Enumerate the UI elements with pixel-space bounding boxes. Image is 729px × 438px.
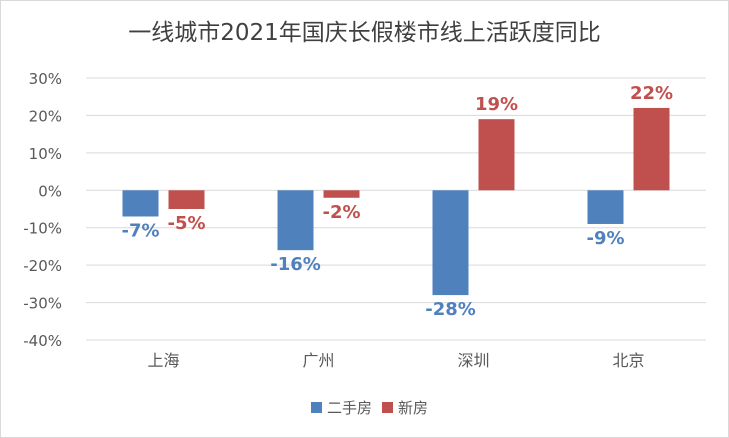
data-label: 19% <box>475 94 518 115</box>
y-tick-label: 30% <box>29 70 62 88</box>
y-tick-label: -10% <box>23 220 62 238</box>
data-label: -2% <box>322 202 360 223</box>
y-tick-label: -40% <box>23 332 62 350</box>
bar-xinfang <box>478 119 515 191</box>
x-tick-label: 深圳 <box>457 351 489 370</box>
data-label: -5% <box>167 213 205 234</box>
legend-label: 二手房 <box>327 399 372 417</box>
legend-swatch <box>311 402 322 413</box>
data-label: 22% <box>630 83 673 104</box>
bar-xinfang <box>168 190 205 209</box>
x-tick-label: 广州 <box>302 351 334 370</box>
data-label: -28% <box>425 299 476 320</box>
y-tick-label: 10% <box>29 145 62 163</box>
data-label: -9% <box>586 228 624 249</box>
bar-ershoufang <box>432 190 469 296</box>
x-tick-label: 上海 <box>147 351 179 370</box>
data-label: -7% <box>121 220 159 241</box>
legend-swatch <box>382 402 393 413</box>
bar-xinfang <box>633 107 670 191</box>
y-tick-label: 0% <box>38 182 62 200</box>
bar-ershoufang <box>122 190 159 217</box>
bar-ershoufang <box>277 190 314 251</box>
y-tick-label: -20% <box>23 257 62 275</box>
bar-ershoufang <box>587 190 624 224</box>
legend-label: 新房 <box>398 399 428 417</box>
y-tick-label: -30% <box>23 295 62 313</box>
x-tick-label: 北京 <box>612 351 644 370</box>
y-tick-label: 20% <box>29 107 62 125</box>
data-label: -16% <box>270 254 321 275</box>
bar-xinfang <box>323 190 360 198</box>
chart-title: 一线城市2021年国庆长假楼市线上活跃度同比 <box>128 20 601 46</box>
